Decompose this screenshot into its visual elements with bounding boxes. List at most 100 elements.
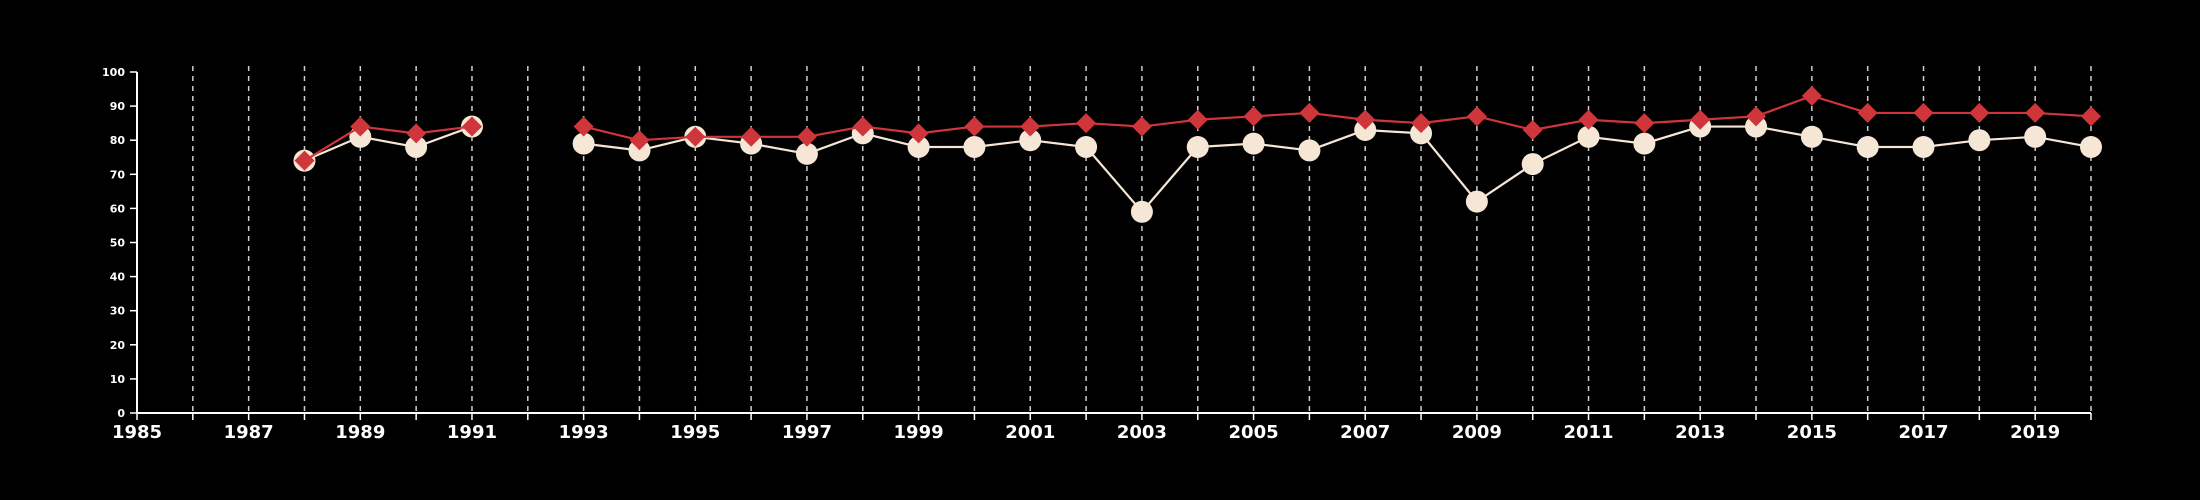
series-a-point	[628, 139, 651, 162]
series-a-point	[795, 142, 818, 165]
series-b-point	[1801, 85, 1822, 106]
series-b-point	[1634, 113, 1655, 134]
x-tick-label: 2019	[2010, 422, 2060, 443]
y-tick-label: 70	[110, 168, 126, 181]
series-b-point	[629, 130, 650, 151]
series-b-point	[1243, 106, 1264, 127]
series-b-point	[1299, 102, 1320, 123]
x-tick-label: 2015	[1787, 422, 1837, 443]
series-b-point	[741, 126, 762, 147]
series-a-line-segment	[1476, 163, 1534, 203]
series-b-point	[2081, 106, 2101, 127]
y-tick-label: 20	[110, 339, 126, 352]
series-b-line-segment	[360, 125, 417, 135]
series-a-point	[1298, 139, 1321, 162]
series-a-point	[572, 132, 595, 155]
series-a-point	[907, 136, 930, 159]
x-tick-label: 2017	[1898, 422, 1948, 443]
series-a-point	[1633, 132, 1656, 155]
series-b-point	[2025, 102, 2046, 123]
x-tick-label: 1999	[894, 422, 944, 443]
series-b	[294, 85, 2101, 171]
series-a-line-segment	[1420, 132, 1478, 203]
series-b-line-segment	[1420, 115, 1478, 125]
x-tick-label: 1995	[670, 422, 720, 443]
series-b-line-segment	[918, 125, 975, 135]
y-tick-label: 100	[102, 66, 125, 79]
series-b-point	[461, 116, 482, 137]
x-tick-label: 2009	[1452, 422, 1502, 443]
series-a-point	[1354, 118, 1377, 141]
series-b-point	[1131, 116, 1152, 137]
series-a-point	[2080, 136, 2102, 159]
y-tick-label: 60	[110, 202, 126, 215]
series-a-point	[1242, 132, 1265, 155]
x-tick-label: 1985	[112, 422, 162, 443]
grid-lines	[192, 66, 2092, 413]
series-b-line-segment	[416, 125, 473, 135]
series-a-point	[1800, 125, 1823, 148]
series-a-point	[1856, 136, 1879, 159]
series-a-point	[1912, 136, 1935, 159]
series-a-point	[1410, 122, 1433, 145]
series-b-point	[1746, 106, 1767, 127]
y-tick-label: 90	[110, 100, 126, 113]
series-a-point	[349, 125, 372, 148]
y-tick-label: 80	[110, 134, 126, 147]
y-tick-label: 0	[117, 407, 125, 420]
series-b-point	[406, 123, 427, 144]
series-a-point	[963, 136, 986, 159]
series-b-point	[294, 150, 315, 171]
y-tick-label: 50	[110, 237, 126, 250]
series-b-line-segment	[1476, 115, 1533, 132]
series-b-line-segment	[1309, 111, 1366, 121]
series-b-line-segment	[1755, 94, 1813, 118]
series-b-line-segment	[862, 125, 919, 135]
x-tick-label: 2011	[1563, 422, 1613, 443]
series-a-point	[2024, 125, 2047, 148]
series-b-point	[1411, 113, 1432, 134]
series-a-line-segment	[1141, 146, 1199, 213]
series-b-point	[1020, 116, 1041, 137]
series-b-point	[1522, 119, 1543, 140]
series-a-line-segment	[1085, 146, 1143, 213]
x-tick-label: 2001	[1005, 422, 1055, 443]
series-a-point	[1186, 136, 1209, 159]
x-tick-label: 2013	[1675, 422, 1725, 443]
series-b-line-segment	[303, 125, 361, 162]
series-a-point	[1465, 190, 1488, 213]
series-a-point	[1521, 153, 1544, 176]
series-b-point	[350, 116, 371, 137]
series-b-point	[1913, 102, 1934, 123]
x-tick-label: 1997	[782, 422, 832, 443]
series-b-point	[573, 116, 594, 137]
x-tick-label: 1987	[224, 422, 274, 443]
y-tick-label: 40	[110, 271, 126, 284]
y-tick-label: 10	[110, 373, 126, 386]
series-b-line-segment	[1811, 94, 1869, 114]
series-a-point	[1745, 115, 1768, 138]
series-b-point	[1857, 102, 1878, 123]
series-a-point	[1130, 200, 1153, 223]
series-layer	[293, 85, 2102, 223]
series-b-point	[964, 116, 985, 137]
x-tick-label: 1993	[559, 422, 609, 443]
series-b-point	[1969, 102, 1990, 123]
series-b-point	[1355, 109, 1376, 130]
series-a-point	[1577, 125, 1600, 148]
x-tick-label: 1989	[335, 422, 385, 443]
series-b-line-segment	[1141, 118, 1198, 128]
series-b-point	[1690, 109, 1711, 130]
series-b-point	[685, 126, 706, 147]
series-b-point	[1187, 109, 1208, 130]
series-b-point	[1076, 113, 1097, 134]
x-tick-label: 2003	[1117, 422, 1167, 443]
series-b-point	[1466, 106, 1487, 127]
x-tick-label: 2005	[1229, 422, 1279, 443]
series-a-point	[1019, 129, 1042, 152]
series-b-point	[796, 126, 817, 147]
series-b-point	[908, 123, 929, 144]
series-b-line-segment	[583, 125, 640, 142]
